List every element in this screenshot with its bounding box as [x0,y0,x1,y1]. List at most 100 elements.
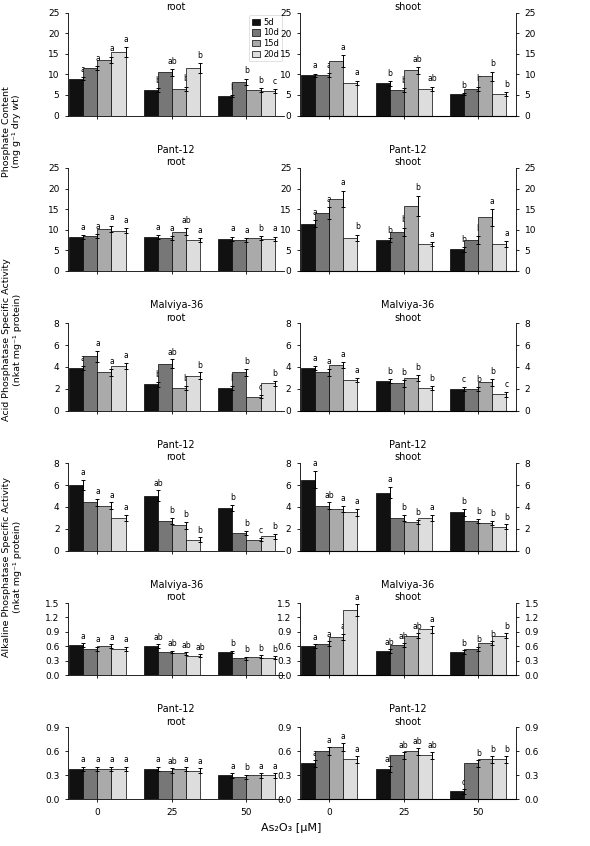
Text: ab: ab [167,757,177,766]
Title: Malviya-36
shoot: Malviya-36 shoot [381,300,435,322]
Bar [144,384,158,410]
Bar [69,645,83,675]
Bar [83,649,97,675]
Bar [172,769,186,799]
Title: Pant-12
root: Pant-12 root [158,440,195,463]
Text: b: b [490,59,495,69]
Bar [329,199,343,271]
Bar [247,540,261,551]
Text: b: b [504,622,509,631]
Text: b: b [490,367,495,376]
Bar [343,238,358,271]
Bar [404,206,418,271]
Text: a: a [355,745,360,754]
Text: b: b [272,370,277,378]
Bar [186,540,200,551]
Text: b: b [230,374,235,382]
Text: a: a [272,224,277,233]
Text: b: b [258,75,263,85]
Bar [112,366,126,410]
Bar [186,376,200,410]
Bar [450,792,464,799]
Bar [418,518,432,551]
Text: a: a [81,223,86,232]
Bar [315,372,329,410]
Bar [218,652,232,675]
Bar [478,643,492,675]
Text: ab: ab [181,217,191,225]
Text: b: b [230,640,235,648]
Bar [186,240,200,271]
Text: Acid Phosphatase Specific Activity
(nkat mg⁻¹ protein): Acid Phosphatase Specific Activity (nkat… [2,259,21,421]
Text: b: b [430,374,434,382]
Bar [232,372,247,410]
Bar [450,513,464,551]
Bar [186,69,200,116]
Bar [492,760,506,799]
Bar [418,89,432,116]
Bar [301,646,315,675]
Text: a: a [313,633,317,642]
Bar [478,382,492,410]
Bar [329,61,343,116]
Text: a: a [95,338,100,348]
Text: b: b [198,51,202,60]
Text: c: c [258,526,263,536]
Text: c: c [462,777,466,787]
Text: b: b [244,66,249,75]
Text: a: a [327,61,332,70]
Text: b: b [387,226,392,234]
Bar [478,760,492,799]
Bar [376,651,389,675]
Bar [158,238,172,271]
Text: a: a [341,623,346,631]
Bar [418,755,432,799]
Text: b: b [504,513,509,521]
Text: a: a [313,61,317,70]
Title: Pant-12
shoot: Pant-12 shoot [389,440,427,463]
Bar [247,776,261,799]
Text: b: b [476,223,481,233]
Bar [376,240,389,271]
Bar [144,646,158,675]
Bar [218,776,232,799]
Text: a: a [341,179,346,187]
Text: b: b [183,510,188,519]
Text: b: b [169,506,175,515]
Text: ab: ab [399,632,408,641]
Bar [158,364,172,410]
Bar [464,89,478,116]
Text: a: a [95,635,100,645]
Text: b: b [272,645,277,654]
Bar [464,763,478,799]
Text: a: a [327,195,332,204]
Bar [404,70,418,116]
Text: b: b [476,635,481,645]
Text: b: b [401,503,406,512]
Text: a: a [123,351,128,360]
Bar [218,239,232,271]
Text: a: a [123,635,128,645]
Text: a: a [355,593,360,602]
Bar [232,240,247,271]
Text: a: a [109,755,114,765]
Bar [232,658,247,675]
Text: b: b [183,74,188,84]
Bar [158,771,172,799]
Text: b: b [476,749,481,758]
Title: Malviya-36
shoot: Malviya-36 shoot [381,0,435,12]
Text: a: a [123,755,128,765]
Bar [158,652,172,675]
Bar [329,748,343,799]
Text: ab: ab [399,741,408,750]
Text: b: b [155,371,160,380]
Legend: 5d, 10d, 15d, 20d: 5d, 10d, 15d, 20d [250,15,282,61]
Text: b: b [490,509,495,519]
Bar [464,389,478,410]
Bar [329,637,343,675]
Bar [492,526,506,551]
Bar [315,75,329,116]
Title: Pant-12
shoot: Pant-12 shoot [389,705,427,727]
Title: Malviya-36
root: Malviya-36 root [149,580,203,602]
Bar [186,771,200,799]
